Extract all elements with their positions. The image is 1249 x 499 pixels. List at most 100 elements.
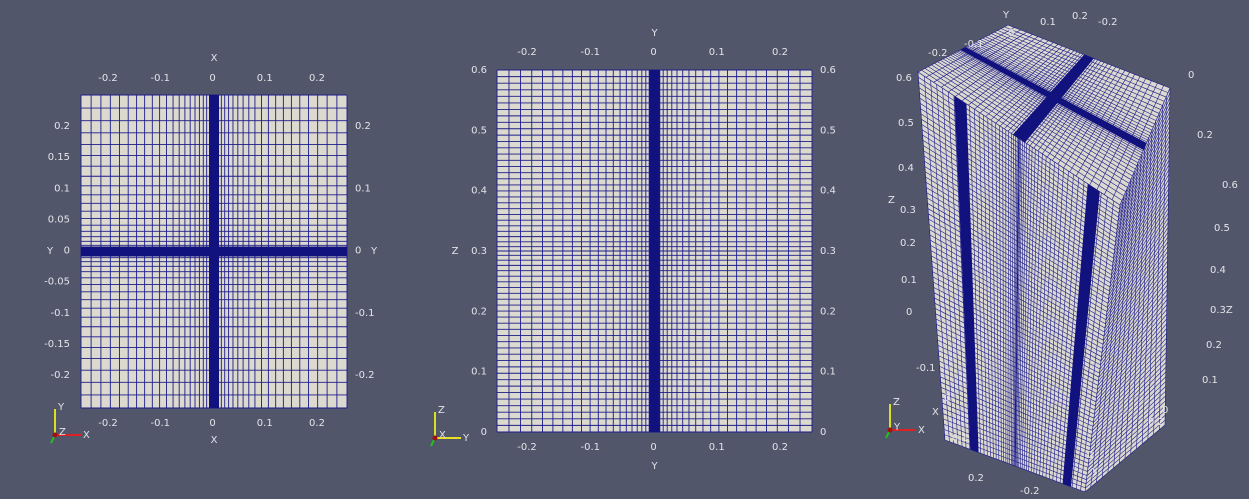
tick-label: -0.1 (916, 363, 936, 374)
tick-label: -0.1 (50, 308, 70, 319)
axis-title: Y (650, 461, 658, 472)
tick-label: 0.6 (471, 65, 487, 76)
tick-label: 0.4 (1210, 265, 1226, 276)
tick-label: -0.2 (517, 442, 537, 453)
axis-title: X (211, 53, 218, 64)
triad-label: Y (462, 433, 470, 444)
tick-label: 0 (481, 427, 487, 438)
tick-label: 0.1 (709, 442, 725, 453)
mesh-band (650, 70, 660, 432)
tick-label: 0.3 (471, 246, 487, 257)
tick-label: 0.2 (309, 73, 325, 84)
tick-label: 0.2 (355, 121, 371, 132)
tick-label: 0.2 (900, 238, 916, 249)
tick-label: 0.2 (820, 306, 836, 317)
paraview-scene: -0.2 -0.1 0 0.1 0.2 -0.2 -0.1 0 0.1 0.2 0.2 0.15 0.1… (0, 0, 1249, 499)
tick-label: 0.6 (820, 65, 836, 76)
tick-label: 0 (650, 47, 656, 58)
triad-label: Y (893, 422, 901, 433)
tick-label: 0.2 (772, 442, 788, 453)
tick-label: -0.1 (580, 47, 600, 58)
tick-label: 0 (650, 442, 656, 453)
triad-label: Y (57, 402, 65, 413)
tick-label: 0 (1087, 450, 1093, 461)
tick-label: 0.2 (471, 306, 487, 317)
axis-title: Y (370, 246, 378, 257)
tick-label: -0.2 (517, 47, 537, 58)
triad-label: Z (59, 427, 66, 438)
tick-label: 0.2 (1197, 130, 1213, 141)
tick-label: 0.1 (709, 47, 725, 58)
tick-label: 0.15 (48, 152, 70, 163)
tick-label: 0.5 (471, 125, 487, 136)
tick-label: 0.6 (1222, 180, 1238, 191)
tick-label: 0.2 (968, 473, 984, 484)
axis-title: X (932, 407, 939, 418)
tick-label: 0.4 (820, 186, 836, 197)
tick-label: 0 (1188, 70, 1194, 81)
tick-label: 0.2 (1206, 340, 1222, 351)
mesh-band (81, 247, 347, 257)
tick-label: -0.15 (44, 339, 70, 350)
tick-label: 0.2 (309, 418, 325, 429)
tick-label: 0.1 (952, 433, 968, 444)
tick-label: 0.5 (1214, 223, 1230, 234)
tick-label: 0.5 (898, 118, 914, 129)
triad-label: Z (438, 405, 445, 416)
tick-label: 0.1 (1040, 17, 1056, 28)
axis-title: Y (650, 28, 658, 39)
tick-label: 0.1 (257, 418, 273, 429)
axis-title: Z (888, 195, 895, 206)
triad-label: X (439, 430, 446, 441)
tick-label: -0.2 (50, 370, 70, 381)
tick-label: -0.1 (580, 442, 600, 453)
tick-label: 0.2 (1148, 417, 1164, 428)
tick-label: 0 (944, 393, 950, 404)
tick-label: 0 (906, 307, 912, 318)
axis-title: Y (1002, 10, 1010, 21)
tick-label: -0.05 (44, 277, 70, 288)
axis-title: X (211, 435, 218, 446)
tick-label: 0.1 (355, 183, 371, 194)
triad-label: X (918, 425, 925, 436)
tick-label: 0.1 (901, 275, 917, 286)
tick-label: 0 (355, 246, 361, 257)
tick-label: 0.3 (820, 246, 836, 257)
axis-title: Z (452, 246, 459, 257)
tick-label: -0.1 (150, 73, 170, 84)
triad-label: X (83, 430, 90, 441)
tick-label: 0.1 (471, 367, 487, 378)
tick-label: 0.2 (54, 121, 70, 132)
tick-label: 0.1 (1202, 375, 1218, 386)
tick-label: 0.1 (257, 73, 273, 84)
tick-label: 0.3Z (1210, 305, 1233, 316)
tick-label: 0.2 (772, 47, 788, 58)
tick-label: 0.6 (896, 73, 912, 84)
triad-origin (888, 428, 893, 433)
axis-title: Y (1091, 467, 1099, 478)
tick-label: -0.2 (98, 73, 118, 84)
tick-label: -0.2 (1098, 17, 1118, 28)
tick-label: 0 (64, 246, 70, 257)
tick-label: -0.2 (928, 48, 948, 59)
axis-title: Y (46, 246, 54, 257)
tick-label: -0.2 (355, 370, 375, 381)
tick-label: 0.5 (820, 125, 836, 136)
tick-label: 0 (1008, 28, 1014, 39)
tick-label: -0.2 (98, 418, 118, 429)
tick-label: 0.2 (1072, 11, 1088, 22)
tick-label: 0.1 (54, 183, 70, 194)
tick-label: 0.3 (900, 205, 916, 216)
tick-label: 0.4 (471, 186, 487, 197)
tick-label: -0.2 (1020, 486, 1040, 497)
tick-label: 0.05 (48, 214, 70, 225)
tick-label: 0.1 (820, 367, 836, 378)
tick-label: 0.4 (898, 163, 914, 174)
triad-label: Z (893, 397, 900, 408)
page: -0.2 -0.1 0 0.1 0.2 -0.2 -0.1 0 0.1 0.2 0.2 0.15 0.1… (0, 0, 1249, 499)
tick-label: 0 (209, 418, 215, 429)
triad-origin (53, 433, 58, 438)
tick-label: 0 (209, 73, 215, 84)
triad-origin (433, 436, 438, 441)
tick-label: 0 (820, 427, 826, 438)
